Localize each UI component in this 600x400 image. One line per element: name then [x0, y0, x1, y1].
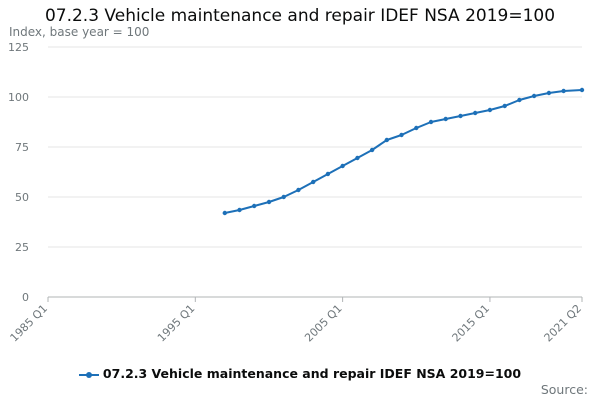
x-tick-label: 2021 Q2	[542, 302, 585, 345]
data-point[interactable]	[428, 119, 434, 125]
x-tick-label: 2015 Q1	[450, 302, 493, 345]
x-tick-label: 1995 Q1	[155, 302, 198, 345]
data-point[interactable]	[237, 207, 242, 213]
data-point[interactable]	[325, 171, 331, 177]
series-line[interactable]	[224, 89, 583, 214]
data-point[interactable]	[458, 113, 463, 119]
data-point[interactable]	[266, 199, 272, 205]
x-tick-label: 2005 Q1	[302, 302, 345, 345]
legend[interactable]: 07.2.3 Vehicle maintenance and repair ID…	[0, 366, 600, 381]
series-layer	[222, 87, 585, 216]
data-point[interactable]	[340, 163, 345, 169]
y-axis-label: Index, base year = 100	[9, 25, 150, 39]
data-point[interactable]	[252, 203, 257, 209]
data-point[interactable]	[473, 110, 478, 116]
y-tick-label: 25	[15, 241, 29, 254]
source-label: Source:	[540, 382, 588, 397]
data-point[interactable]	[517, 97, 522, 103]
data-point[interactable]	[443, 116, 448, 122]
data-point[interactable]	[502, 103, 507, 109]
data-point[interactable]	[222, 210, 227, 216]
legend-swatch-icon	[78, 370, 99, 380]
axes: 0 25 50 75 100 125 1985 Q1 1995 Q1 2005 Q1 2015 Q…	[8, 41, 585, 344]
data-point[interactable]	[561, 88, 566, 94]
data-point[interactable]	[399, 132, 404, 138]
y-tick-label: 50	[15, 191, 29, 204]
data-point[interactable]	[579, 87, 585, 93]
data-point[interactable]	[414, 125, 419, 131]
x-tick-label: 1985 Q1	[8, 302, 51, 345]
y-tick-label: 0	[22, 291, 29, 304]
gridlines	[48, 46, 582, 298]
data-point[interactable]	[487, 107, 493, 113]
data-point[interactable]	[384, 137, 389, 143]
y-tick-label: 75	[15, 141, 29, 154]
y-tick-label: 125	[8, 41, 29, 54]
legend-label: 07.2.3 Vehicle maintenance and repair ID…	[102, 366, 522, 381]
data-point[interactable]	[546, 90, 552, 96]
data-point[interactable]	[369, 147, 375, 153]
data-point[interactable]	[531, 93, 537, 99]
data-point[interactable]	[281, 194, 286, 200]
y-tick-label: 100	[8, 91, 29, 104]
data-point[interactable]	[311, 179, 316, 185]
data-point[interactable]	[296, 187, 301, 193]
chart-title: 07.2.3 Vehicle maintenance and repair ID…	[44, 6, 556, 26]
data-point[interactable]	[355, 155, 360, 161]
